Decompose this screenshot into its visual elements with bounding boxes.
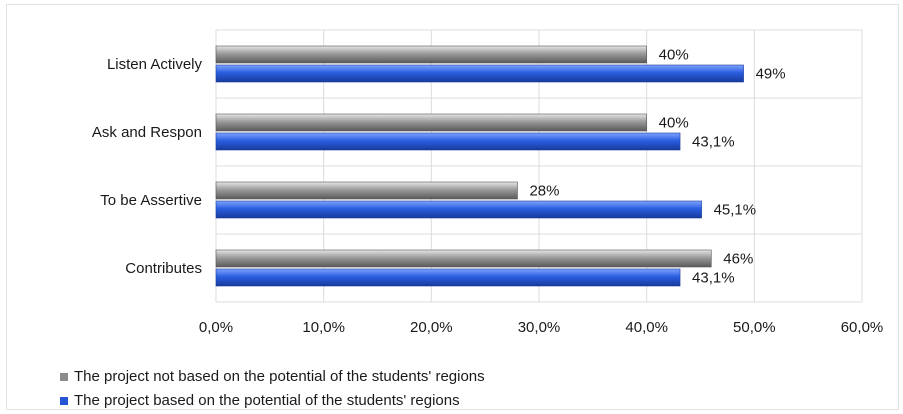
legend-swatch-grey	[60, 373, 68, 381]
x-tick-label: 40,0%	[625, 319, 668, 336]
bar-not-based	[215, 113, 647, 132]
legend-item-not-based: The project not based on the potential o…	[60, 368, 485, 386]
data-label: 40%	[659, 47, 689, 64]
labels: 0,0% 10,0% 20,0% 30,0% 40,0% 50,0% 60,0% Listen…	[92, 47, 883, 337]
legend-swatch-blue	[60, 397, 68, 405]
x-tick-label: 20,0%	[410, 319, 453, 336]
legend-label-based: The project based on the potential of th…	[74, 392, 460, 409]
bar-not-based	[215, 249, 712, 268]
x-tick-label: 10,0%	[302, 319, 345, 336]
category-label: Contributes	[125, 260, 202, 277]
bars	[215, 45, 744, 287]
category-label: Listen Actively	[107, 56, 203, 73]
bar-not-based	[215, 181, 518, 200]
data-label: 45,1%	[714, 202, 757, 219]
bar-based	[215, 64, 744, 83]
bar-based	[215, 200, 702, 219]
legend-label-not-based: The project not based on the potential o…	[74, 368, 485, 385]
x-tick-label: 30,0%	[518, 319, 561, 336]
category-label: Ask and Respon	[92, 124, 202, 141]
data-label: 43,1%	[692, 270, 735, 287]
data-label: 28%	[529, 183, 559, 200]
category-label: To be Assertive	[100, 192, 202, 209]
bar-based	[215, 132, 681, 151]
bar-not-based	[215, 45, 647, 64]
bar-based	[215, 268, 681, 287]
x-tick-label: 60,0%	[841, 319, 884, 336]
x-tick-label: 0,0%	[199, 319, 233, 336]
data-label: 49%	[756, 66, 786, 83]
data-label: 43,1%	[692, 134, 735, 151]
legend-item-based: The project based on the potential of th…	[60, 392, 460, 410]
chart-frame	[6, 4, 899, 410]
data-label: 46%	[723, 251, 753, 268]
data-label: 40%	[659, 115, 689, 132]
x-tick-label: 50,0%	[733, 319, 776, 336]
